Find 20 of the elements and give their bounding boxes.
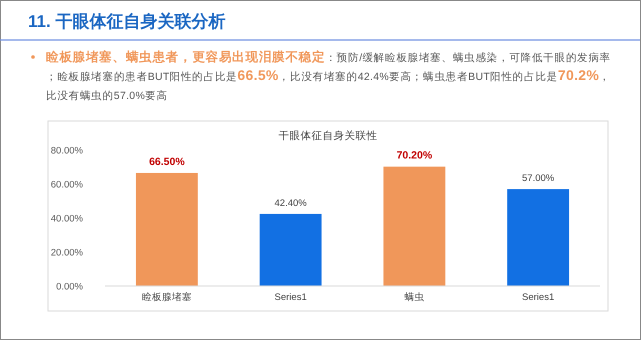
bar [260,214,322,286]
bar [383,166,446,286]
bar [136,172,198,286]
y-tick-label: 80.00% [50,146,84,156]
x-tick-label: 睑板腺堵塞 [142,291,192,303]
chart-title: 干眼体征自身关联性 [278,129,378,142]
y-tick-label: 60.00% [50,180,84,190]
bar [507,189,570,286]
data-label: 57.00% [522,173,555,184]
data-label: 42.40% [274,198,308,209]
text: 睑板腺堵塞、螨虫患者，更容易出现泪膜不稳定：预防/缓解睑板腺堵塞、螨虫感染，可降低干眼的发病率；睑板腺堵塞的患者BUT阳性的占比是66.5%，比没有堵塞的42.4%要高；螨虫患者BUT阳性的占比是70.2%，比没有螨虫的57.0%要高 [46,50,611,102]
x-tick-label: Series1 [274,292,307,303]
data-label: 66.50% [149,156,186,168]
data-label: 70.20% [396,150,433,162]
y-tick-label: 20.00% [50,248,84,258]
y-tick-label: 40.00% [50,214,84,224]
y-tick-label: 0.00% [56,282,84,292]
x-tick-label: 螨虫 [404,291,424,303]
x-tick-label: Series1 [522,292,554,303]
text: 11. 干眼体征自身关联分析 [28,12,226,31]
